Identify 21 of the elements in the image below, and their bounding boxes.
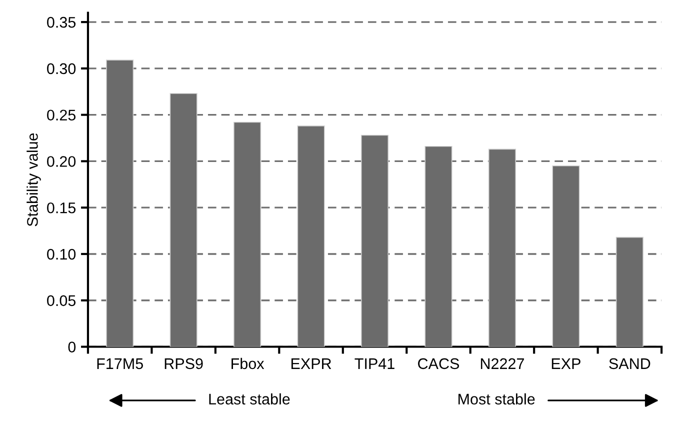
y-tick-label: 0.05 [47, 295, 76, 306]
y-tick-label: 0.25 [47, 110, 76, 121]
y-tick-label: 0.10 [47, 248, 76, 260]
y-tick-label: 0.30 [47, 63, 76, 74]
text: Least stable [209, 393, 290, 405]
x-tick-label: EXP [552, 358, 580, 369]
x-tick-label: Fbox [232, 358, 264, 370]
x-tick-label: EXPR [291, 358, 332, 369]
x-tick-label: CACS [418, 358, 460, 370]
text: Most stable [458, 393, 535, 405]
y-tick-label: 0.35 [47, 16, 76, 28]
y-tick-label: 0.20 [47, 156, 76, 167]
x-tick-label: N2227 [480, 358, 524, 369]
x-tick-label: F17M5 [97, 358, 143, 370]
x-tick-label: SAND [609, 358, 650, 370]
x-tick-label: TIP41 [354, 358, 394, 369]
y-tick-label: 0.15 [47, 202, 76, 214]
bar [552, 165, 580, 347]
y-tick-label: 0 [68, 342, 76, 352]
y-axis-title: Stability value [26, 133, 41, 226]
x-tick-label: RPS9 [164, 358, 203, 370]
